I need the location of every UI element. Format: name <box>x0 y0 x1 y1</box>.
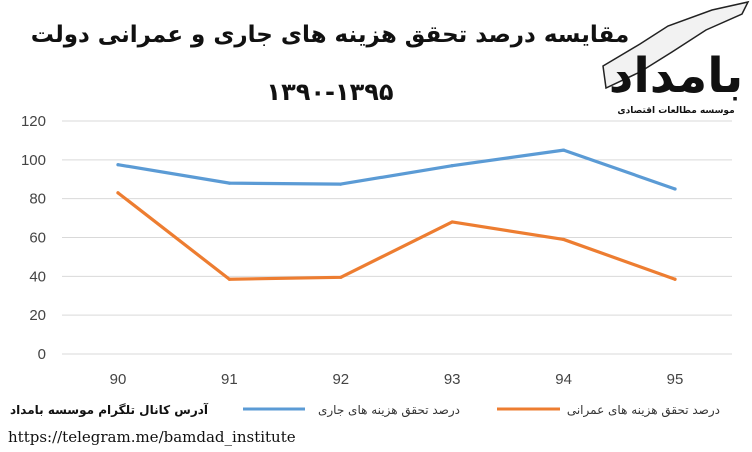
data-point <box>450 220 454 224</box>
chart-subtitle: ۱۳۹۰-۱۳۹۵ <box>266 78 393 106</box>
telegram-url: https://telegram.me/bamdad_institute <box>8 428 296 446</box>
data-point <box>116 163 120 167</box>
logo-wing-icon <box>602 0 750 90</box>
y-tick-label: 40 <box>29 268 46 285</box>
data-point <box>450 164 454 168</box>
y-tick-label: 120 <box>21 113 46 130</box>
y-tick-label: 100 <box>21 152 46 169</box>
x-tick-label: 90 <box>110 371 127 388</box>
series-line-current <box>116 148 677 191</box>
y-tick-label: 60 <box>29 230 46 247</box>
data-point <box>562 237 566 242</box>
data-point <box>227 181 231 185</box>
x-tick-label: 92 <box>332 371 349 388</box>
x-tick-label: 91 <box>221 371 238 388</box>
x-axis: 90 91 92 93 94 95 <box>110 371 684 388</box>
series-lines <box>116 148 677 281</box>
x-tick-label: 94 <box>555 371 572 388</box>
data-point <box>339 182 343 186</box>
legend-label-capital: درصد تحقق هزینه های عمرانی <box>567 403 720 418</box>
y-tick-label: 0 <box>38 346 46 363</box>
legend-label-current: درصد تحقق هزینه های جاری <box>318 403 460 418</box>
chart-title: مقایسه درصد تحقق هزینه های جاری و عمرانی… <box>31 22 630 48</box>
y-axis: 0 20 40 60 80 100 120 <box>21 113 46 363</box>
logo-subtitle: موسسه مطالعات اقتصادی <box>617 106 734 116</box>
data-point <box>339 275 343 279</box>
data-point <box>227 277 231 281</box>
logo-wordmark: بامداد <box>609 48 744 104</box>
x-tick-label: 95 <box>667 371 684 388</box>
data-point <box>673 277 677 281</box>
bamdad-logo: بامداد موسسه مطالعات اقتصادی <box>602 0 750 116</box>
series-line-capital <box>116 191 677 281</box>
telegram-channel-label: آدرس کانال تلگرام موسسه بامداد <box>10 402 209 418</box>
gridlines <box>62 120 732 355</box>
x-tick-label: 93 <box>444 371 461 388</box>
legend: درصد تحقق هزینه های عمرانی درصد تحقق هزی… <box>243 403 720 418</box>
data-point <box>673 187 677 191</box>
y-tick-label: 20 <box>29 307 46 324</box>
data-point <box>116 191 120 195</box>
y-tick-label: 80 <box>29 191 46 208</box>
data-point <box>562 148 566 152</box>
